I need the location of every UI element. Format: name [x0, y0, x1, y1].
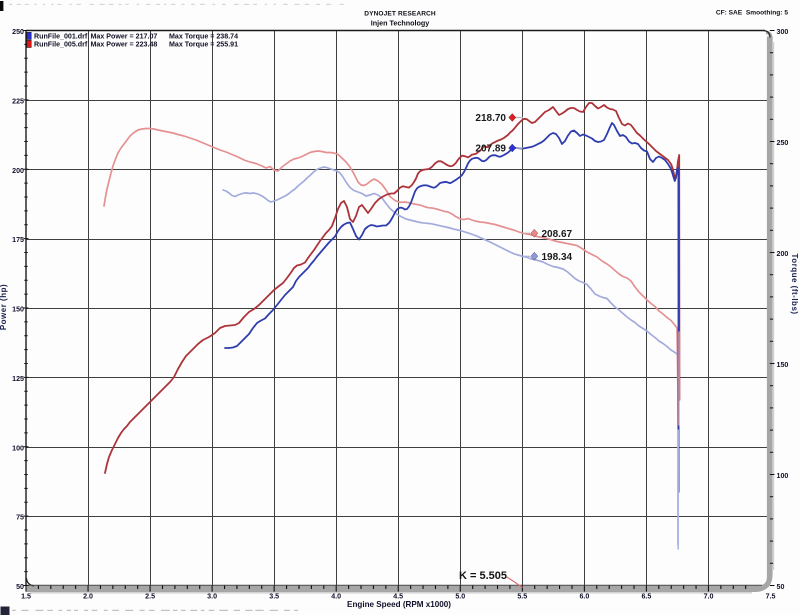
svg-text:207.89: 207.89	[475, 144, 506, 155]
svg-text:100: 100	[12, 444, 24, 452]
svg-text:Power (hp): Power (hp)	[0, 284, 8, 330]
svg-text:2.0: 2.0	[83, 592, 93, 600]
svg-text:225: 225	[12, 98, 24, 106]
svg-text:5.0: 5.0	[455, 592, 465, 600]
svg-text:300: 300	[777, 28, 789, 36]
svg-text:4.5: 4.5	[393, 592, 403, 600]
svg-text:50: 50	[777, 583, 785, 591]
svg-text:Max Power = 223.48: Max Power = 223.48	[91, 41, 158, 49]
svg-text:250: 250	[777, 139, 789, 147]
svg-text:198.34: 198.34	[542, 252, 573, 263]
svg-text:50: 50	[16, 583, 24, 591]
svg-text:4.0: 4.0	[331, 592, 341, 600]
svg-text:CF: SAE Smoothing: 5: CF: SAE Smoothing: 5	[716, 10, 788, 17]
svg-text:75: 75	[16, 514, 24, 522]
svg-text:Engine Speed (RPM x1000): Engine Speed (RPM x1000)	[347, 600, 451, 609]
svg-text:6.0: 6.0	[579, 592, 589, 600]
svg-text:6.5: 6.5	[641, 592, 651, 600]
svg-text:RunFile_005.drf: RunFile_005.drf	[34, 41, 88, 49]
svg-text:150: 150	[777, 361, 789, 369]
svg-text:1.5: 1.5	[21, 592, 31, 600]
svg-text:125: 125	[12, 375, 24, 383]
svg-text:Max Power = 217.07: Max Power = 217.07	[91, 32, 158, 40]
svg-text:200: 200	[777, 250, 789, 258]
svg-text:218.70: 218.70	[475, 113, 506, 124]
svg-text:DYNOJET RESEARCH: DYNOJET RESEARCH	[364, 11, 436, 18]
svg-text:K = 5.505: K = 5.505	[459, 570, 507, 582]
svg-text:Max Torque = 255.91: Max Torque = 255.91	[169, 41, 238, 49]
svg-text:200: 200	[12, 167, 24, 175]
svg-text:5.5: 5.5	[517, 592, 527, 600]
svg-text:7.5: 7.5	[766, 592, 776, 600]
svg-text:175: 175	[12, 236, 24, 244]
svg-text:208.67: 208.67	[542, 229, 573, 240]
svg-text:Max Torque = 238.74: Max Torque = 238.74	[169, 32, 238, 40]
svg-text:RunFile_001.drf: RunFile_001.drf	[34, 32, 88, 40]
svg-text:2.5: 2.5	[145, 592, 155, 600]
svg-text:150: 150	[12, 306, 24, 314]
svg-text:7.0: 7.0	[704, 592, 714, 600]
svg-text:Injen Technology: Injen Technology	[371, 18, 430, 27]
svg-text:250: 250	[12, 28, 24, 36]
svg-text:3.0: 3.0	[207, 592, 217, 600]
svg-text:100: 100	[777, 472, 789, 480]
svg-text:Torque (ft-lbs): Torque (ft-lbs)	[790, 253, 799, 314]
svg-text:3.5: 3.5	[269, 592, 279, 600]
